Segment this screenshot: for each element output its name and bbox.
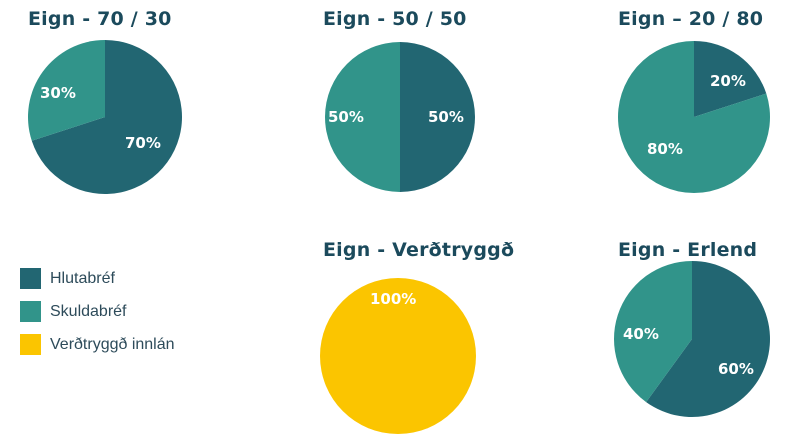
slice-label-50-left: 50% xyxy=(328,108,364,126)
legend-swatch-verdtryggd xyxy=(20,334,41,355)
chart-title-verdtryggd: Eign - Verðtryggð xyxy=(323,239,515,261)
pie-slice-hlutabref xyxy=(646,261,771,417)
pie-slice-hlutabref xyxy=(694,41,767,117)
legend: Hlutabréf Skuldabréf Verðtryggð innlán xyxy=(20,268,175,367)
slice-label-60: 60% xyxy=(718,360,754,378)
legend-item-hlutabref: Hlutabréf xyxy=(20,268,175,289)
pie-slice-skuldabref xyxy=(618,41,771,193)
slice-label-40: 40% xyxy=(623,325,659,343)
legend-label: Hlutabréf xyxy=(50,269,115,287)
chart-title-50-50: Eign - 50 / 50 xyxy=(323,8,467,30)
slice-label-70: 70% xyxy=(125,134,161,152)
legend-label: Verðtryggð innlán xyxy=(50,335,175,353)
slice-label-20: 20% xyxy=(710,72,746,90)
legend-item-verdtryggd: Verðtryggð innlán xyxy=(20,334,175,355)
pie-slice-skuldabref xyxy=(614,261,692,403)
slice-label-100: 100% xyxy=(370,290,416,308)
legend-swatch-skuldabref xyxy=(20,301,41,322)
legend-label: Skuldabréf xyxy=(50,302,127,320)
pie-chart-70-30: 70% 30% xyxy=(28,40,183,194)
chart-title-70-30: Eign - 70 / 30 xyxy=(28,8,172,30)
pie-slice-verdtryggd xyxy=(320,278,476,434)
pie-slice-skuldabref xyxy=(325,42,400,192)
pie-chart-erlend: 60% 40% xyxy=(614,261,771,417)
slice-label-50-right: 50% xyxy=(428,108,464,126)
chart-title-20-80: Eign – 20 / 80 xyxy=(618,8,764,30)
pie-chart-verdtryggd: 100% xyxy=(320,278,476,434)
legend-item-skuldabref: Skuldabréf xyxy=(20,301,175,322)
pie-slice-hlutabref xyxy=(31,40,183,194)
slice-label-80: 80% xyxy=(647,140,683,158)
pie-chart-20-80: 20% 80% xyxy=(618,41,771,193)
slice-label-30: 30% xyxy=(40,84,76,102)
pie-chart-50-50: 50% 50% xyxy=(325,42,475,192)
pie-slice-hlutabref xyxy=(400,42,475,192)
pie-slice-skuldabref xyxy=(28,40,105,141)
legend-swatch-hlutabref xyxy=(20,268,41,289)
chart-title-erlend: Eign - Erlend xyxy=(618,239,758,261)
